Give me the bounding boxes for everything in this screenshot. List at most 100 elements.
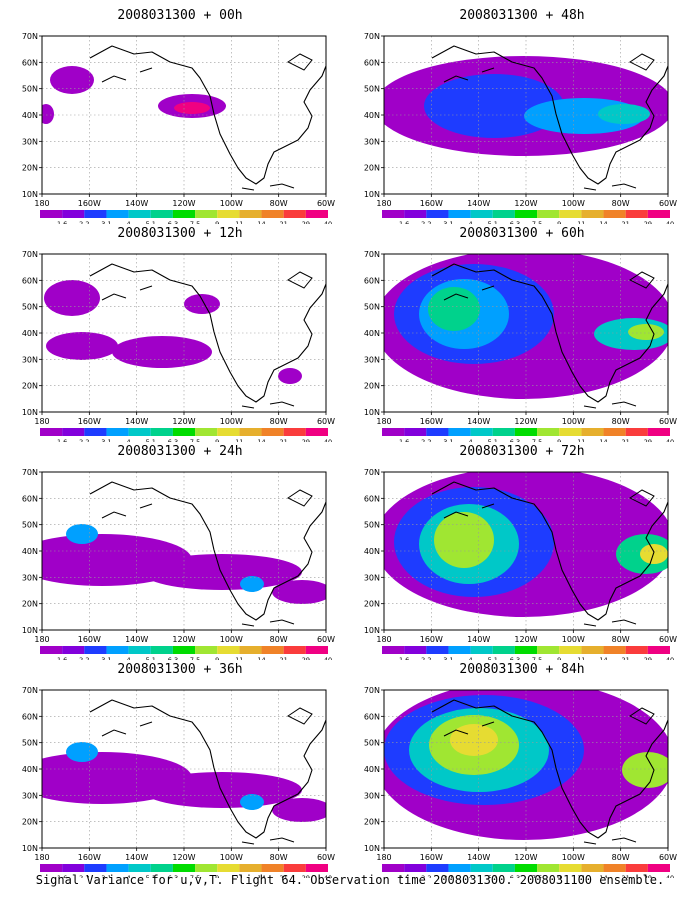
colorbar-swatch xyxy=(172,864,196,872)
colorbar-swatch xyxy=(239,646,262,654)
colorbar-swatch xyxy=(128,646,151,654)
colorbar-label: 9 xyxy=(557,874,561,878)
colorbar-swatch xyxy=(559,210,582,218)
colorbar-swatch xyxy=(261,864,284,872)
variance-contour xyxy=(42,104,54,124)
colorbar-label: 4 xyxy=(127,656,131,660)
colorbar-swatch xyxy=(603,646,626,654)
longitude-label: 80W xyxy=(270,635,288,644)
latitude-label: 40N xyxy=(22,765,38,774)
colorbar-swatch xyxy=(150,646,173,654)
colorbar-label: 14 xyxy=(257,656,265,660)
colorbar-swatch xyxy=(195,210,218,218)
longitude-label: 100W xyxy=(220,853,243,862)
colorbar-label: 14 xyxy=(257,874,265,878)
latitude-label: 10N xyxy=(364,626,380,635)
latitude-label: 30N xyxy=(22,573,38,582)
colorbar-label: 1.6 xyxy=(399,220,409,224)
colorbar-label: 3.1 xyxy=(101,874,111,878)
colorbar-swatch xyxy=(382,210,405,218)
latitude-label: 60N xyxy=(22,712,38,721)
colorbar-swatch xyxy=(404,646,427,654)
longitude-label: 120W xyxy=(514,417,537,426)
colorbar-label: 11 xyxy=(235,874,243,878)
latitude-label: 60N xyxy=(364,494,380,503)
coastline xyxy=(431,481,668,621)
longitude-label: 80W xyxy=(612,417,630,426)
variance-contour xyxy=(434,512,494,568)
variance-contour xyxy=(240,794,264,810)
coastline xyxy=(89,263,326,403)
colorbar-label: 2.2 xyxy=(421,220,431,224)
colorbar-swatch xyxy=(537,210,560,218)
colorbar-swatch xyxy=(239,428,262,436)
colorbar-swatch xyxy=(195,864,218,872)
colorbar-label: 14 xyxy=(599,874,607,878)
latitude-label: 50N xyxy=(364,521,380,530)
colorbar-swatch xyxy=(426,210,449,218)
colorbar-label: 5.1 xyxy=(488,874,498,878)
colorbar-label: 7.5 xyxy=(532,656,542,660)
variance-contour xyxy=(240,576,264,592)
longitude-label: 120W xyxy=(514,199,537,208)
longitude-label: 180 xyxy=(34,853,49,862)
colorbar-label: 6.3 xyxy=(510,874,520,878)
colorbar-label: 40 xyxy=(324,874,332,878)
colorbar-swatch xyxy=(448,210,471,218)
panel-title: 2008031300 + 00h xyxy=(117,8,243,23)
latitude-label: 10N xyxy=(22,844,38,853)
colorbar-label: 2.2 xyxy=(79,438,89,442)
variance-contour xyxy=(272,580,326,604)
latitude-label: 40N xyxy=(364,765,380,774)
longitude-label: 120W xyxy=(172,199,195,208)
colorbar-swatch xyxy=(647,210,670,218)
latitude-label: 70N xyxy=(364,686,380,695)
latitude-label: 30N xyxy=(364,355,380,364)
colorbar-label: 7.5 xyxy=(532,220,542,224)
longitude-label: 100W xyxy=(562,417,585,426)
colorbar-swatch xyxy=(492,646,515,654)
colorbar-swatch xyxy=(150,428,173,436)
map-panel: 2008031300 + 12h 70N 60N 50N 40N 30N 20N 10N 180… xyxy=(10,226,350,442)
latitude-label: 70N xyxy=(364,468,380,477)
latitude-label: 70N xyxy=(22,686,38,695)
longitude-label: 160W xyxy=(420,199,443,208)
colorbar-swatch xyxy=(404,428,427,436)
colorbar-swatch xyxy=(603,210,626,218)
colorbar-swatch xyxy=(514,428,538,436)
latitude-label: 60N xyxy=(22,276,38,285)
longitude-label: 140W xyxy=(125,199,148,208)
colorbar-label: 2.2 xyxy=(79,220,89,224)
latitude-label: 40N xyxy=(364,547,380,556)
variance-contour xyxy=(450,724,498,756)
colorbar-swatch xyxy=(84,864,107,872)
panel-title: 2008031300 + 72h xyxy=(459,444,585,459)
map-panel: 2008031300 + 84h 70N 60N 50N 40N 30N 20N 10N 180… xyxy=(352,662,692,878)
colorbar-label: 2.2 xyxy=(79,874,89,878)
colorbar-swatch xyxy=(537,864,560,872)
longitude-label: 60W xyxy=(317,199,335,208)
latitude-label: 50N xyxy=(22,739,38,748)
variance-contour xyxy=(622,752,668,788)
colorbar-label: 29 xyxy=(644,438,652,442)
longitude-label: 120W xyxy=(514,853,537,862)
colorbar-label: 7.5 xyxy=(190,874,200,878)
latitude-label: 10N xyxy=(364,190,380,199)
colorbar-swatch xyxy=(62,210,85,218)
longitude-label: 180 xyxy=(376,199,391,208)
colorbar-label: 4 xyxy=(127,438,131,442)
colorbar-swatch xyxy=(382,646,405,654)
colorbar-swatch xyxy=(283,210,306,218)
colorbar-swatch xyxy=(492,864,515,872)
longitude-label: 80W xyxy=(612,635,630,644)
latitude-label: 70N xyxy=(22,32,38,41)
coastline xyxy=(89,481,326,621)
colorbar-label: 14 xyxy=(257,438,265,442)
colorbar-swatch xyxy=(625,210,648,218)
colorbar-label: 3.1 xyxy=(101,438,111,442)
panel-title: 2008031300 + 84h xyxy=(459,662,585,677)
longitude-label: 80W xyxy=(270,417,288,426)
colorbar-swatch xyxy=(172,646,196,654)
